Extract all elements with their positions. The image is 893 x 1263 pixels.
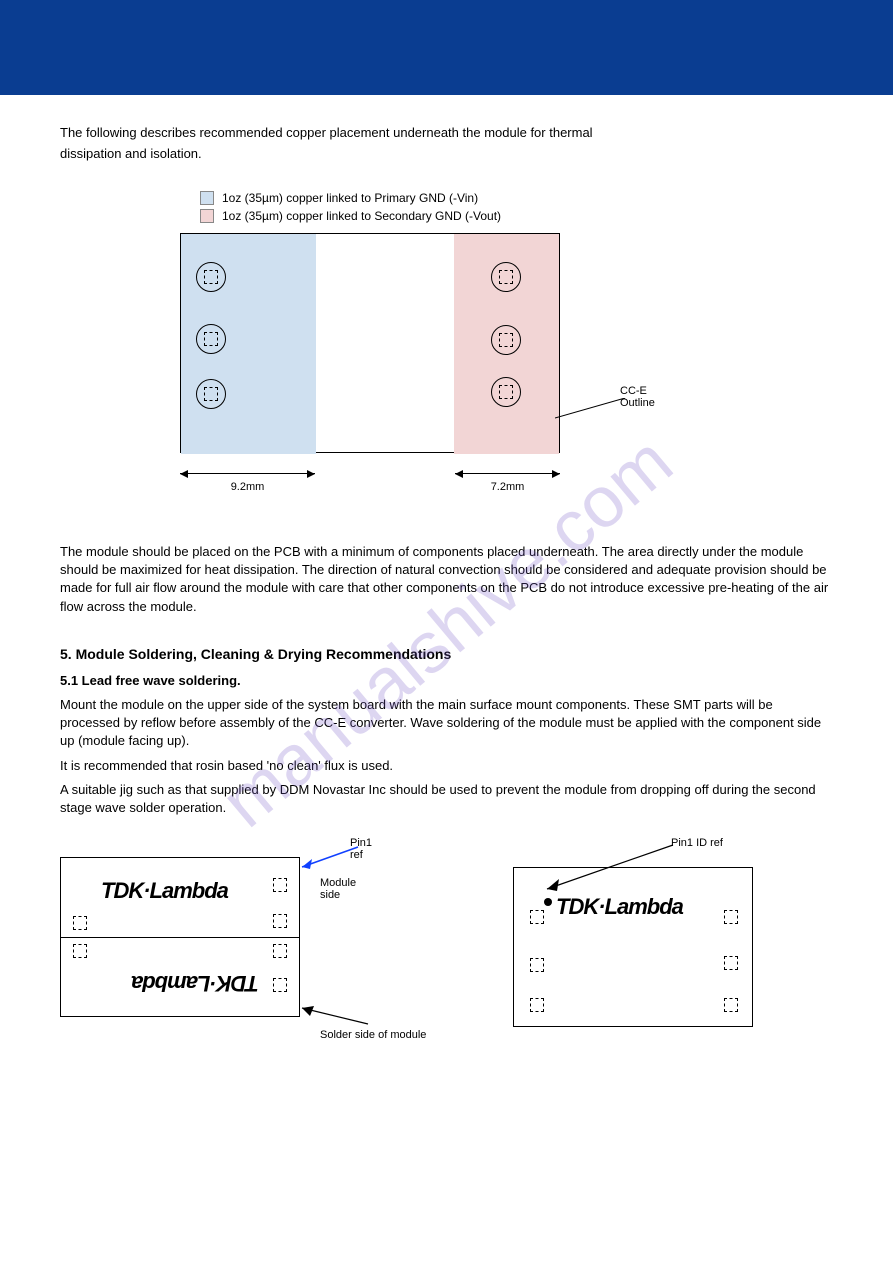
legend-secondary-label: 1oz (35µm) copper linked to Secondary GN… bbox=[222, 209, 501, 223]
subheading-5-1: 5.1 Lead free wave soldering. bbox=[60, 672, 833, 690]
module-side-label: Module side bbox=[320, 877, 360, 901]
pin-right-2 bbox=[491, 325, 521, 355]
pin-left-3 bbox=[196, 379, 226, 409]
legend-swatch-primary bbox=[200, 191, 214, 205]
mini-pin bbox=[73, 916, 87, 930]
copper-placement-diagram: CC-E Outline 9.2mm 7.2mm bbox=[180, 233, 580, 513]
mini-pin bbox=[273, 914, 287, 928]
pin-hole-icon bbox=[204, 332, 218, 346]
pin1-ref-label: Pin1 ref bbox=[350, 837, 372, 861]
legend: 1oz (35µm) copper linked to Primary GND … bbox=[200, 191, 833, 223]
mini-pin bbox=[273, 878, 287, 892]
mini-pin bbox=[273, 944, 287, 958]
pin-left-1 bbox=[196, 262, 226, 292]
mini-pin bbox=[724, 998, 738, 1012]
solder-side-label: Solder side of module bbox=[320, 1029, 440, 1041]
figure-right-wrap: TDK·Lambda Pin1 ID ref bbox=[513, 837, 833, 1047]
mini-pin bbox=[724, 910, 738, 924]
pin-hole-icon bbox=[204, 387, 218, 401]
pin-right-3 bbox=[491, 377, 521, 407]
pin1-dot-icon bbox=[544, 898, 552, 906]
page-content: The following describes recommended copp… bbox=[0, 95, 893, 1047]
section5-p2: It is recommended that rosin based 'no c… bbox=[60, 757, 833, 775]
mini-pin bbox=[724, 956, 738, 970]
pin-hole-icon bbox=[499, 385, 513, 399]
section-5-heading: 5. Module Soldering, Cleaning & Drying R… bbox=[60, 646, 833, 662]
intro-line2: dissipation and isolation. bbox=[60, 146, 833, 161]
mini-pin bbox=[273, 978, 287, 992]
dim-right-label: 7.2mm bbox=[455, 481, 560, 493]
section5-p3: A suitable jig such as that supplied by … bbox=[60, 781, 833, 817]
thermal-para: The module should be placed on the PCB w… bbox=[60, 543, 833, 616]
tdk-lambda-logo-rotated: TDK·Lambda bbox=[132, 970, 259, 996]
pin-left-2 bbox=[196, 324, 226, 354]
solder-side-arrow bbox=[298, 1002, 388, 1032]
legend-secondary: 1oz (35µm) copper linked to Secondary GN… bbox=[200, 209, 833, 223]
pin-right-1 bbox=[491, 262, 521, 292]
pin-hole-icon bbox=[499, 270, 513, 284]
module-orientation-figures: TDK·Lambda TDK·Lambda Pin1 ref bbox=[60, 837, 833, 1047]
dim-left-label: 9.2mm bbox=[180, 481, 315, 493]
outline-callout-line bbox=[555, 398, 675, 458]
mini-pin bbox=[530, 958, 544, 972]
figure-left-module: TDK·Lambda TDK·Lambda bbox=[60, 857, 300, 1017]
module-outline bbox=[180, 233, 560, 453]
mini-pin bbox=[530, 998, 544, 1012]
header-banner bbox=[0, 0, 893, 95]
mini-pin bbox=[73, 944, 87, 958]
legend-primary: 1oz (35µm) copper linked to Primary GND … bbox=[200, 191, 833, 205]
dim-arrow-left bbox=[180, 473, 315, 474]
mini-pin bbox=[530, 910, 544, 924]
intro-line1: The following describes recommended copp… bbox=[60, 125, 833, 140]
pin1-id-label: Pin1 ID ref bbox=[671, 837, 723, 849]
pin-hole-icon bbox=[499, 333, 513, 347]
dim-arrow-right bbox=[455, 473, 560, 474]
tdk-lambda-logo: TDK·Lambda bbox=[101, 878, 228, 904]
pin1-id-callout bbox=[543, 843, 703, 893]
legend-swatch-secondary bbox=[200, 209, 214, 223]
legend-primary-label: 1oz (35µm) copper linked to Primary GND … bbox=[222, 191, 478, 205]
tdk-lambda-logo: TDK·Lambda bbox=[556, 894, 683, 920]
section5-p1: Mount the module on the upper side of th… bbox=[60, 696, 833, 751]
figure-left-wrap: TDK·Lambda TDK·Lambda Pin1 ref bbox=[60, 837, 360, 1047]
outline-label: CC-E Outline bbox=[620, 385, 655, 409]
pin-hole-icon bbox=[204, 270, 218, 284]
